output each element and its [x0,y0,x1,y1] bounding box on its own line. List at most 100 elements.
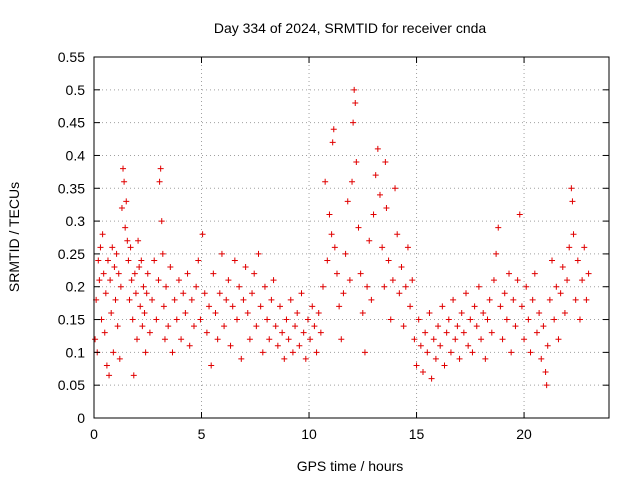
data-point [368,296,375,303]
data-point [516,211,523,218]
data-point [398,264,405,271]
x-tick-label: 15 [409,426,425,442]
data-point [203,329,210,336]
data-point [349,178,356,185]
data-point [566,244,573,251]
y-tick-label: 0.3 [66,213,86,229]
data-point [346,277,353,284]
data-point [576,316,583,323]
data-point [99,231,106,238]
data-point [122,224,129,231]
data-point [437,342,444,349]
data-point [426,309,433,316]
data-point [132,290,139,297]
data-point [113,250,120,257]
data-point [140,283,147,290]
data-point [445,316,452,323]
data-point [521,336,528,343]
data-point [510,296,517,303]
plot-frame [93,56,610,419]
data-point [527,349,534,356]
data-point [156,178,163,185]
data-point [167,264,174,271]
data-point [355,224,362,231]
data-point [585,270,592,277]
data-point [214,336,221,343]
data-point [430,336,437,343]
data-point [452,336,459,343]
data-point [129,316,136,323]
data-point [266,336,273,343]
data-point [171,296,178,303]
data-point [223,296,230,303]
y-tick-label: 0.55 [58,49,85,65]
data-point [422,329,429,336]
data-point [330,126,337,133]
data-point [473,323,480,330]
data-point [512,323,519,330]
data-point [146,329,153,336]
data-point [495,224,502,231]
data-point [381,283,388,290]
data-point [264,316,271,323]
data-point [508,349,515,356]
data-point [506,270,513,277]
chart-title: Day 334 of 2024, SRMTID for receiver cnd… [214,20,487,36]
data-point [543,382,550,389]
data-point [486,296,493,303]
data-point [387,316,394,323]
data-point [329,139,336,146]
data-point [92,336,99,343]
data-point [317,329,324,336]
data-point [574,257,581,264]
data-point [175,277,182,284]
data-point [499,336,506,343]
data-point [333,270,340,277]
data-point [311,323,318,330]
data-point [294,309,301,316]
data-point [564,277,571,284]
data-point [231,257,238,264]
data-point [126,296,133,303]
data-point [216,290,223,297]
data-point [315,309,322,316]
y-tick-labels: 0 0.05 0.1 0.15 0.2 0.25 0.3 0.35 0.4 0.45 0.5 0.55 [58,49,85,426]
data-point [302,355,309,362]
data-point [555,336,562,343]
data-point [118,204,125,211]
data-point [218,250,225,257]
data-point [130,372,137,379]
y-tick-label: 0.2 [66,279,86,295]
data-point [178,336,185,343]
data-point [581,244,588,251]
data-point [372,172,379,179]
data-point [270,277,277,284]
data-point [559,264,566,271]
data-point [583,296,590,303]
data-point [407,303,414,310]
data-point [460,329,467,336]
data-point [357,270,364,277]
data-point [544,342,551,349]
x-tick-label: 10 [301,426,317,442]
data-point [322,178,329,185]
data-point [255,250,262,257]
data-point [320,283,327,290]
data-point [96,277,103,284]
data-point [538,355,545,362]
data-point [570,231,577,238]
data-point [533,329,540,336]
data-point [340,290,347,297]
data-point [374,145,381,152]
data-point [298,290,305,297]
data-point [123,198,130,205]
x-axis-label: GPS time / hours [297,458,404,474]
data-point [287,296,294,303]
data-point [382,159,389,166]
data-point [173,316,180,323]
data-point [529,296,536,303]
data-point [324,257,331,264]
data-point [163,283,170,290]
y-tick-label: 0.5 [66,82,86,98]
